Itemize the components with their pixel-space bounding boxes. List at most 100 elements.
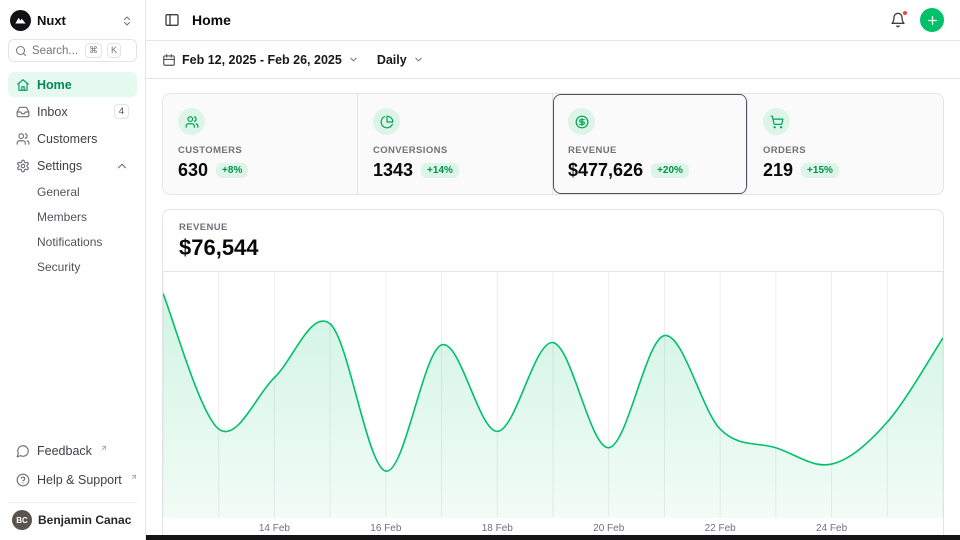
granularity-select[interactable]: Daily [377, 53, 424, 67]
revenue-chart-svg [163, 272, 943, 518]
panel-left-icon [164, 12, 180, 28]
search-icon [15, 45, 27, 57]
x-tick: 14 Feb [259, 523, 290, 534]
chevron-down-icon [413, 54, 424, 65]
home-icon [16, 78, 30, 92]
main-panel: Home Feb 12, 2 [146, 0, 960, 540]
sidebar-item-feedback[interactable]: Feedback [8, 438, 137, 463]
stat-value: 1343 [373, 160, 413, 181]
plus-icon [926, 14, 939, 27]
chevron-down-icon [348, 54, 359, 65]
x-tick: 16 Feb [370, 523, 401, 534]
stat-card-revenue[interactable]: REVENUE $477,626 +20% [553, 94, 748, 194]
sidebar-item-label: Feedback [37, 444, 92, 458]
add-button[interactable] [920, 8, 944, 32]
filters-toolbar: Feb 12, 2025 - Feb 26, 2025 Daily [146, 41, 960, 79]
sidebar-subitem-label: Members [37, 210, 87, 224]
x-tick: 18 Feb [482, 523, 513, 534]
kbd-key: K [107, 43, 121, 58]
chart-title: REVENUE [179, 222, 927, 233]
sidebar-item-inbox[interactable]: Inbox 4 [8, 99, 137, 124]
sidebar-item-settings[interactable]: Settings [8, 153, 137, 178]
help-circle-icon [16, 473, 30, 487]
sidebar-item-label: Settings [37, 159, 82, 173]
date-range-picker[interactable]: Feb 12, 2025 - Feb 26, 2025 [162, 53, 359, 67]
sidebar-item-label: Help & Support [37, 473, 122, 487]
stat-delta-badge: +14% [421, 163, 459, 178]
message-icon [16, 444, 30, 458]
search-box[interactable]: ⌘ K [8, 39, 137, 62]
nuxt-logo [10, 10, 31, 31]
gear-icon [16, 159, 30, 173]
sidebar-item-label: Customers [37, 132, 97, 146]
external-link-icon [130, 473, 138, 481]
stat-delta-badge: +20% [651, 163, 689, 178]
sidebar-spacer [8, 282, 137, 434]
stat-label: CONVERSIONS [373, 145, 537, 156]
search-input[interactable] [32, 45, 80, 57]
revenue-chart-card: REVENUE $76,544 14 Feb 16 Feb 18 Feb 20 … [162, 209, 944, 540]
stat-label: ORDERS [763, 145, 928, 156]
date-range-label: Feb 12, 2025 - Feb 26, 2025 [182, 53, 342, 67]
x-tick: 20 Feb [593, 523, 624, 534]
chart-header: REVENUE $76,544 [163, 210, 943, 272]
sidebar-item-home[interactable]: Home [8, 72, 137, 97]
stats-grid: CUSTOMERS 630 +8% CONVERSIONS 1343 [162, 93, 944, 195]
sidebar-item-security[interactable]: Security [8, 255, 137, 278]
sidebar-subitem-label: General [37, 185, 80, 199]
stat-value: $477,626 [568, 160, 643, 181]
external-link-icon [100, 444, 108, 452]
notifications-button[interactable] [890, 12, 906, 28]
sidebar-item-label: Home [37, 78, 72, 92]
stat-value: 219 [763, 160, 793, 181]
header-actions [890, 8, 944, 32]
stat-card-orders[interactable]: ORDERS 219 +15% [748, 94, 943, 194]
sidebar-subitem-label: Security [37, 260, 80, 274]
stat-value: 630 [178, 160, 208, 181]
bottom-edge-bar [146, 535, 960, 540]
sidebar-subitem-label: Notifications [37, 235, 102, 249]
calendar-icon [162, 53, 176, 67]
stat-label: CUSTOMERS [178, 145, 342, 156]
nuxt-logo-icon [14, 14, 27, 27]
x-tick: 24 Feb [816, 523, 847, 534]
page-title: Home [192, 12, 231, 28]
users-icon [16, 132, 30, 146]
sidebar: Nuxt ⌘ K Home [0, 0, 146, 540]
sidebar-item-help-support[interactable]: Help & Support [8, 467, 137, 492]
workspace-switcher[interactable]: Nuxt [8, 8, 137, 35]
notification-dot [902, 10, 908, 16]
stat-label: REVENUE [568, 145, 732, 156]
stat-delta-badge: +8% [216, 163, 248, 178]
stat-delta-badge: +15% [801, 163, 839, 178]
sidebar-item-customers[interactable]: Customers [8, 126, 137, 151]
chart-current-value: $76,544 [179, 235, 927, 261]
workspace-toggle-button[interactable] [119, 13, 135, 29]
granularity-label: Daily [377, 53, 407, 67]
sidebar-toggle-button[interactable] [162, 10, 182, 30]
users-icon [178, 108, 205, 135]
sidebar-item-notifications[interactable]: Notifications [8, 230, 137, 253]
stat-card-conversions[interactable]: CONVERSIONS 1343 +14% [358, 94, 553, 194]
revenue-chart-plot [163, 272, 943, 518]
dashboard-app: Nuxt ⌘ K Home [0, 0, 960, 540]
inbox-count-badge: 4 [114, 104, 129, 119]
chevron-up-icon [115, 159, 129, 173]
kbd-meta: ⌘ [85, 43, 102, 58]
chevrons-up-down-icon [121, 15, 133, 27]
avatar: BC [12, 510, 32, 530]
cart-icon [763, 108, 790, 135]
sidebar-nav: Home Inbox 4 Customers [8, 72, 137, 278]
content-area: CUSTOMERS 630 +8% CONVERSIONS 1343 [146, 79, 960, 540]
user-menu[interactable]: BC Benjamin Canac [8, 502, 137, 532]
workspace-name: Nuxt [37, 13, 113, 28]
page-header: Home [146, 0, 960, 41]
sidebar-item-label: Inbox [37, 105, 68, 119]
sidebar-item-members[interactable]: Members [8, 205, 137, 228]
pie-chart-icon [373, 108, 400, 135]
user-name: Benjamin Canac [38, 513, 131, 527]
circle-dollar-icon [568, 108, 595, 135]
x-tick: 22 Feb [705, 523, 736, 534]
sidebar-item-general[interactable]: General [8, 180, 137, 203]
stat-card-customers[interactable]: CUSTOMERS 630 +8% [163, 94, 358, 194]
